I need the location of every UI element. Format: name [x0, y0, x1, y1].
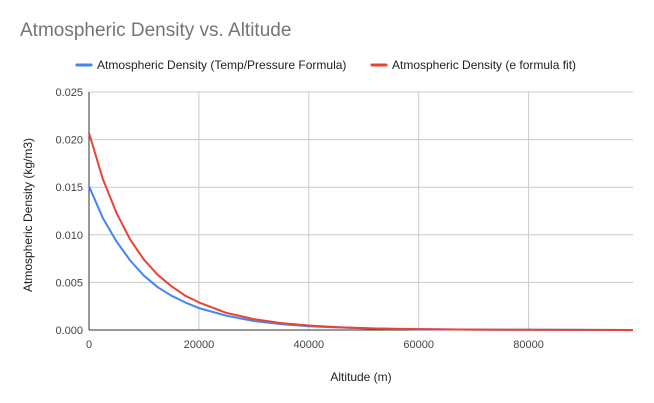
legend-label: Atmospheric Density (Temp/Pressure Formu… — [97, 58, 346, 72]
legend: Atmospheric Density (Temp/Pressure Formu… — [75, 58, 576, 72]
x-axis-title: Altitude (m) — [330, 370, 391, 384]
y-tick-label: 0.005 — [55, 277, 83, 289]
legend-item: Atmospheric Density (e formula fit) — [370, 58, 576, 72]
y-tick-label: 0.015 — [55, 182, 83, 194]
y-tick-label: 0.020 — [55, 135, 83, 147]
series-line — [88, 185, 634, 331]
x-tick-label: 0 — [86, 339, 92, 351]
x-tick-label: 40000 — [294, 339, 325, 351]
y-tick-label: 0.025 — [55, 87, 83, 99]
series-2 — [88, 132, 634, 331]
x-tick-label: 20000 — [184, 339, 215, 351]
series-1 — [88, 185, 634, 331]
legend-label: Atmospheric Density (e formula fit) — [392, 58, 576, 72]
x-tick-label: 80000 — [513, 339, 544, 351]
legend-item: Atmospheric Density (Temp/Pressure Formu… — [75, 58, 346, 72]
y-tick-label: 0.000 — [55, 325, 83, 337]
series-line — [88, 132, 634, 331]
chart-title: Atmospheric Density vs. Altitude — [20, 20, 292, 41]
y-axis-title: Atmospheric Density (kg/m3) — [21, 138, 35, 292]
y-tick-label: 0.010 — [55, 230, 83, 242]
x-tick-label: 60000 — [403, 339, 434, 351]
